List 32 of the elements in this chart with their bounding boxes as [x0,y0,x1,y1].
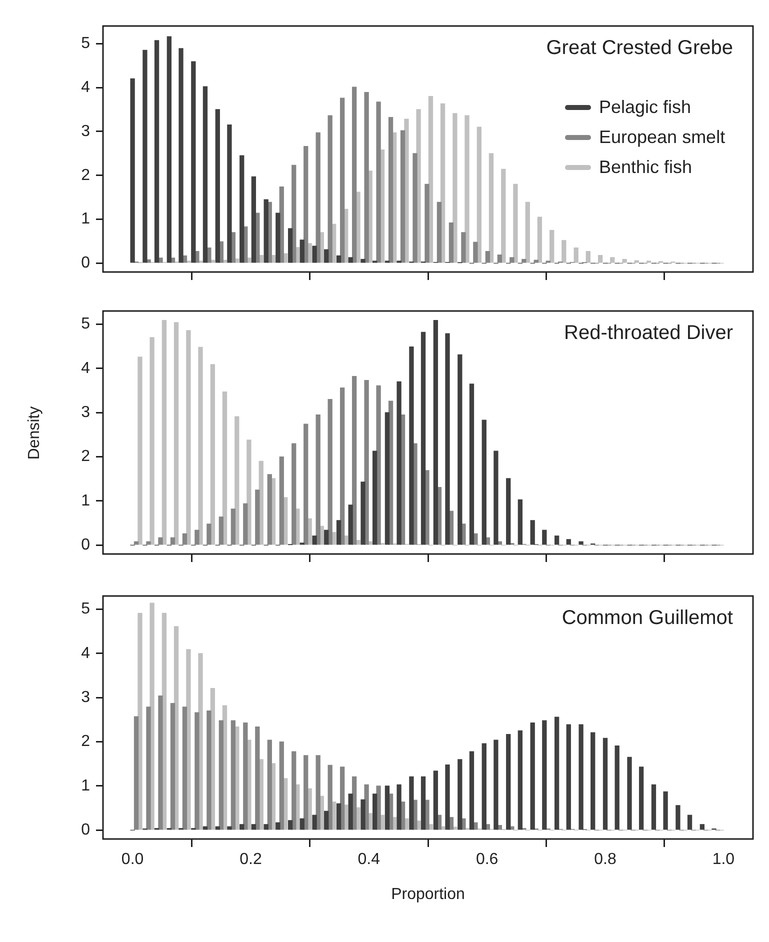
legend-label: Pelagic fish [599,96,692,118]
y-tick-label: 5 [81,600,90,618]
x-tick-label: 0.0 [121,851,144,868]
x-tick-label: 0.2 [240,851,262,868]
y-tick-label: 1 [81,492,90,510]
y-tick-label: 3 [81,404,90,422]
y-tick-label: 0 [81,822,90,839]
text: Great Crested Grebe [546,37,733,60]
x-tick-label: 1.0 [712,851,735,868]
y-tick-label: 2 [81,448,90,466]
y-tick-label: 1 [81,210,90,228]
y-tick-label: 4 [81,360,90,377]
y-tick-label: 3 [81,689,90,706]
y-tick-label: 4 [81,644,90,662]
y-tick-label: 2 [81,733,90,750]
y-tick-label: 1 [81,777,90,794]
y-axis-title: Density [26,406,44,460]
y-tick-label: 4 [81,78,90,96]
y-tick-label: 3 [81,122,90,140]
x-tick-label: 0.8 [594,851,616,868]
legend-label: Benthic fish [599,156,692,178]
x-tick-label: 0.4 [358,851,380,868]
y-tick-label: 5 [81,316,90,333]
x-axis-title: Proportion [391,886,465,904]
y-tick-label: 0 [81,536,90,554]
y-tick-label: 0 [81,254,90,272]
legend-label: European smelt [599,126,726,148]
y-tick-label: 2 [81,166,90,184]
x-tick-label: 0.6 [476,851,498,868]
text: Red-throated Diver [564,322,733,345]
y-tick-label: 5 [81,34,90,52]
text: Common Guillemot [562,607,733,630]
